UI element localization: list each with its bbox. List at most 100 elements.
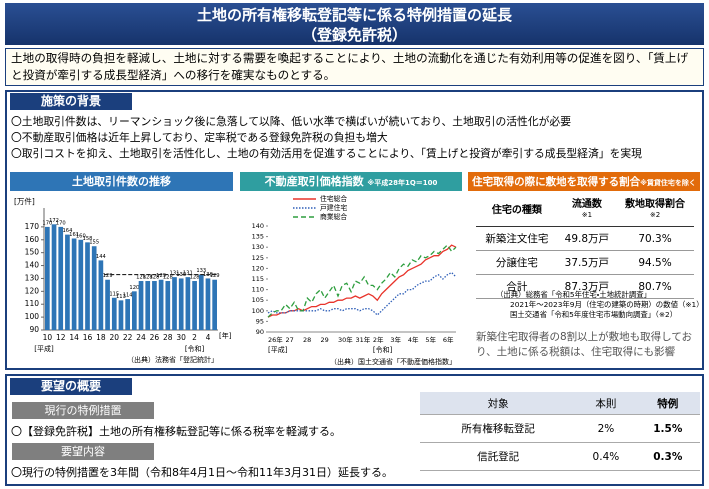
cell: 80.7% <box>616 274 694 299</box>
y-tick-label: 120 <box>25 286 40 295</box>
bar <box>158 279 164 330</box>
row: 合計 87.3万戸 80.7% <box>476 274 694 299</box>
x-tick-label: 10 <box>43 333 53 342</box>
bar <box>198 274 204 330</box>
legend-label: 戸建住宅 <box>320 203 347 212</box>
bar <box>172 277 177 330</box>
series-line <box>267 244 457 318</box>
panel-note: ※賃貸住宅を除く <box>640 179 696 187</box>
value-label: 128 <box>190 275 200 281</box>
source: 国土交通省「令和5年度住宅市場動向調査」（※2） <box>510 310 678 319</box>
value-label: 120 <box>129 285 139 291</box>
value-label: 130 <box>176 272 186 278</box>
bar <box>58 226 64 330</box>
panel-title: 住宅取得の際に敷地を取得する割合 <box>472 176 641 188</box>
cell: 0.3% <box>635 442 700 471</box>
x-tick-label: 12 <box>56 333 66 342</box>
row: 分譲住宅 37.5万戸 94.5% <box>476 250 694 275</box>
x-tick-label: 4年 <box>408 335 419 344</box>
value-label: 170 <box>42 220 52 226</box>
series-line <box>267 244 457 318</box>
x-tick-label: 2 <box>192 333 197 342</box>
x-tick-label: 18 <box>96 333 106 342</box>
header-row: 対象 本則 特例 <box>420 392 700 415</box>
bar <box>118 300 124 330</box>
header-cell: 流通数 ※1 <box>557 194 617 227</box>
y-tick-label: 110 <box>252 286 264 294</box>
legend-label: 住宅総合 <box>320 194 347 203</box>
y-tick-label: 130 <box>252 243 264 251</box>
y-tick-label: 140 <box>252 222 264 230</box>
value-label: 129 <box>103 273 113 279</box>
header-cell: 本則 <box>576 392 636 415</box>
bar <box>185 277 191 330</box>
cell: 新築注文住宅 <box>476 226 558 251</box>
panel-heading: 不動産取引価格指数 ※平成28年1Q＝100 <box>240 172 462 191</box>
value-label: 113 <box>116 294 126 300</box>
current-text: 〇【登録免許税】土地の所有権移転登記等に係る税率を軽減する。 <box>11 425 341 438</box>
section-heading: 施策の背景 <box>10 93 132 110</box>
table: 対象 本則 特例 所有権移転登記 2% 1.5% 信託登記 0.4% 0.3% <box>420 392 700 471</box>
x-tick-label: 28 <box>303 336 311 344</box>
bar <box>45 226 50 330</box>
bullet: 〇取引コストを抑え、土地取引を活性化し、土地の有効活用を促進することにより、「賃… <box>11 147 642 160</box>
cell: 37.5万戸 <box>557 250 617 275</box>
y-tick-label: 120 <box>252 264 264 272</box>
bar <box>51 224 57 330</box>
x-tick-label: 2年 <box>373 335 384 344</box>
x-tick-label: 26年 <box>268 335 283 344</box>
y-tick-label: 150 <box>25 248 40 257</box>
intro: 土地の取得時の負担を軽減し、土地に対する需要を喚起することにより、土地の流動化を… <box>5 48 704 86</box>
value-label: 129 <box>210 273 220 279</box>
y-tick-label: 160 <box>25 235 40 244</box>
x-tick-label: 29 <box>320 336 328 344</box>
bar <box>98 260 104 330</box>
title-box: 土地の所有権移転登記等に係る特例措置の延長 （登録免許税） <box>5 3 704 45</box>
y-tick-label: 125 <box>252 254 264 262</box>
value-label: 161 <box>69 232 79 238</box>
bar <box>125 299 130 330</box>
bar <box>65 234 70 330</box>
y-tick-label: 90 <box>256 328 264 336</box>
x-tick-label: 27 <box>285 336 293 344</box>
header-cell: 対象 <box>420 392 577 415</box>
value-label: 158 <box>83 236 93 242</box>
source: （出典）総務省「令和5年住宅・土地統計調査」 <box>496 290 652 299</box>
x-tick-label: 28 <box>163 333 173 342</box>
x-tick-label: 5年 <box>425 335 436 344</box>
y-tick-label: 140 <box>25 261 40 270</box>
value-label: 172 <box>49 218 59 224</box>
header-note: ※2 <box>649 211 661 219</box>
era-label: [平成] <box>34 344 54 353</box>
header-cell: 住宅の種類 <box>476 194 558 227</box>
header-cell: 特例 <box>635 392 700 415</box>
bar <box>111 297 117 330</box>
x-tick-label: 16 <box>83 333 93 342</box>
legend-label: 商業総合 <box>320 212 347 221</box>
bar <box>91 246 97 330</box>
axis-unit: [万件] <box>14 196 35 206</box>
value-label: 128 <box>143 275 153 281</box>
x-tick-label: 30 <box>176 333 186 342</box>
y-tick-label: 100 <box>252 307 264 315</box>
cell: 分譲住宅 <box>476 250 558 275</box>
request-section <box>5 374 704 486</box>
cell: 信託登記 <box>420 442 577 471</box>
header-text: 流通数 <box>571 199 602 210</box>
x-tick-label: 31年 <box>355 335 370 344</box>
bar <box>212 279 217 330</box>
era-label: [令和] <box>185 344 205 353</box>
y-tick-label: 130 <box>25 273 40 282</box>
value-label: 144 <box>96 254 107 260</box>
rate-table: 対象 本則 特例 所有権移転登記 2% 1.5% 信託登記 0.4% 0.3% <box>420 392 700 471</box>
header-cell: 敷地取得割合 ※2 <box>616 194 694 227</box>
cell: 合計 <box>476 274 558 299</box>
value-label: 115 <box>109 291 119 297</box>
x-unit: [年] <box>219 331 232 340</box>
value-label: 129 <box>156 273 166 279</box>
y-tick-label: 110 <box>25 299 40 308</box>
x-tick-label: 22 <box>123 333 133 342</box>
bar <box>132 291 137 330</box>
label-bar: 現行の特例措置 <box>12 402 154 419</box>
table: 住宅の種類 流通数 ※1 敷地取得割合 ※2 新築注文住宅 49.8万戸 70.3% 分譲住宅 3… <box>476 194 694 299</box>
